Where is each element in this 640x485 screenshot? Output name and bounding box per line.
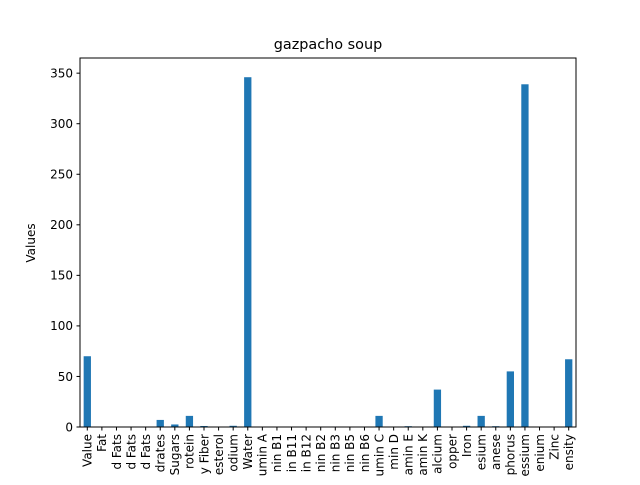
x-tick-label: alcium [431, 434, 445, 474]
y-tick-label: 300 [50, 117, 73, 131]
x-tick-label: in B12 [299, 434, 313, 472]
x-tick-label: min D [387, 434, 401, 470]
x-tick-label: nin B3 [329, 434, 343, 472]
x-tick-label: d Fats [139, 434, 153, 470]
x-tick-label: nin B5 [343, 434, 357, 472]
x-tick-label: umin A [256, 433, 270, 476]
bar [244, 77, 251, 427]
bar [186, 416, 193, 427]
x-tick-label: opper [445, 434, 459, 469]
x-tick-label: essium [518, 434, 532, 477]
x-tick-label: Value [81, 434, 95, 467]
plot-frame [80, 58, 576, 427]
x-tick-label: y Fiber [197, 434, 211, 474]
x-tick-label: esium [474, 434, 488, 470]
bar [84, 356, 91, 427]
x-tick-label: enium [533, 434, 547, 472]
x-tick-label: amin K [416, 433, 430, 476]
bar [521, 84, 528, 427]
y-axis-label: Values [24, 223, 38, 262]
x-tick-label: ensity [562, 434, 576, 470]
y-tick-label: 0 [65, 420, 73, 434]
y-tick-label: 350 [50, 66, 73, 80]
y-axis-ticks: 0 50 100 150 200 250 300 350 [50, 66, 80, 434]
x-tick-label: nin B1 [270, 434, 284, 472]
y-tick-label: 250 [50, 168, 73, 182]
x-tick-label: drates [154, 434, 168, 472]
x-tick-label: anese [489, 434, 503, 470]
bar [565, 359, 572, 427]
x-tick-label: odium [226, 434, 240, 472]
x-tick-label: nin B2 [314, 434, 328, 472]
x-tick-label: d Fats [124, 434, 138, 470]
x-tick-label: Water [241, 434, 255, 470]
x-tick-label: esterol [212, 434, 226, 475]
y-tick-label: 100 [50, 319, 73, 333]
bar [375, 416, 382, 427]
x-tick-label: Iron [460, 434, 474, 457]
bars-group [84, 77, 573, 427]
x-tick-label: Sugars [168, 434, 182, 475]
bar [507, 371, 514, 427]
chart-title: gazpacho soup [274, 37, 382, 53]
x-tick-label: d Fats [110, 434, 124, 470]
bar [478, 416, 485, 427]
x-tick-label: phorus [504, 434, 518, 475]
x-tick-label: umin C [372, 434, 386, 476]
x-tick-label: nin B6 [358, 434, 372, 472]
x-tick-label: in B11 [285, 434, 299, 472]
y-tick-label: 200 [50, 218, 73, 232]
y-tick-label: 50 [58, 370, 73, 384]
bar [434, 390, 441, 427]
x-tick-label: Fat [95, 434, 109, 452]
x-tick-label: Zinc [547, 434, 561, 460]
x-tick-label: amin E [402, 434, 416, 475]
x-tick-label: rotein [183, 434, 197, 469]
y-tick-label: 150 [50, 269, 73, 283]
bar [157, 420, 164, 427]
